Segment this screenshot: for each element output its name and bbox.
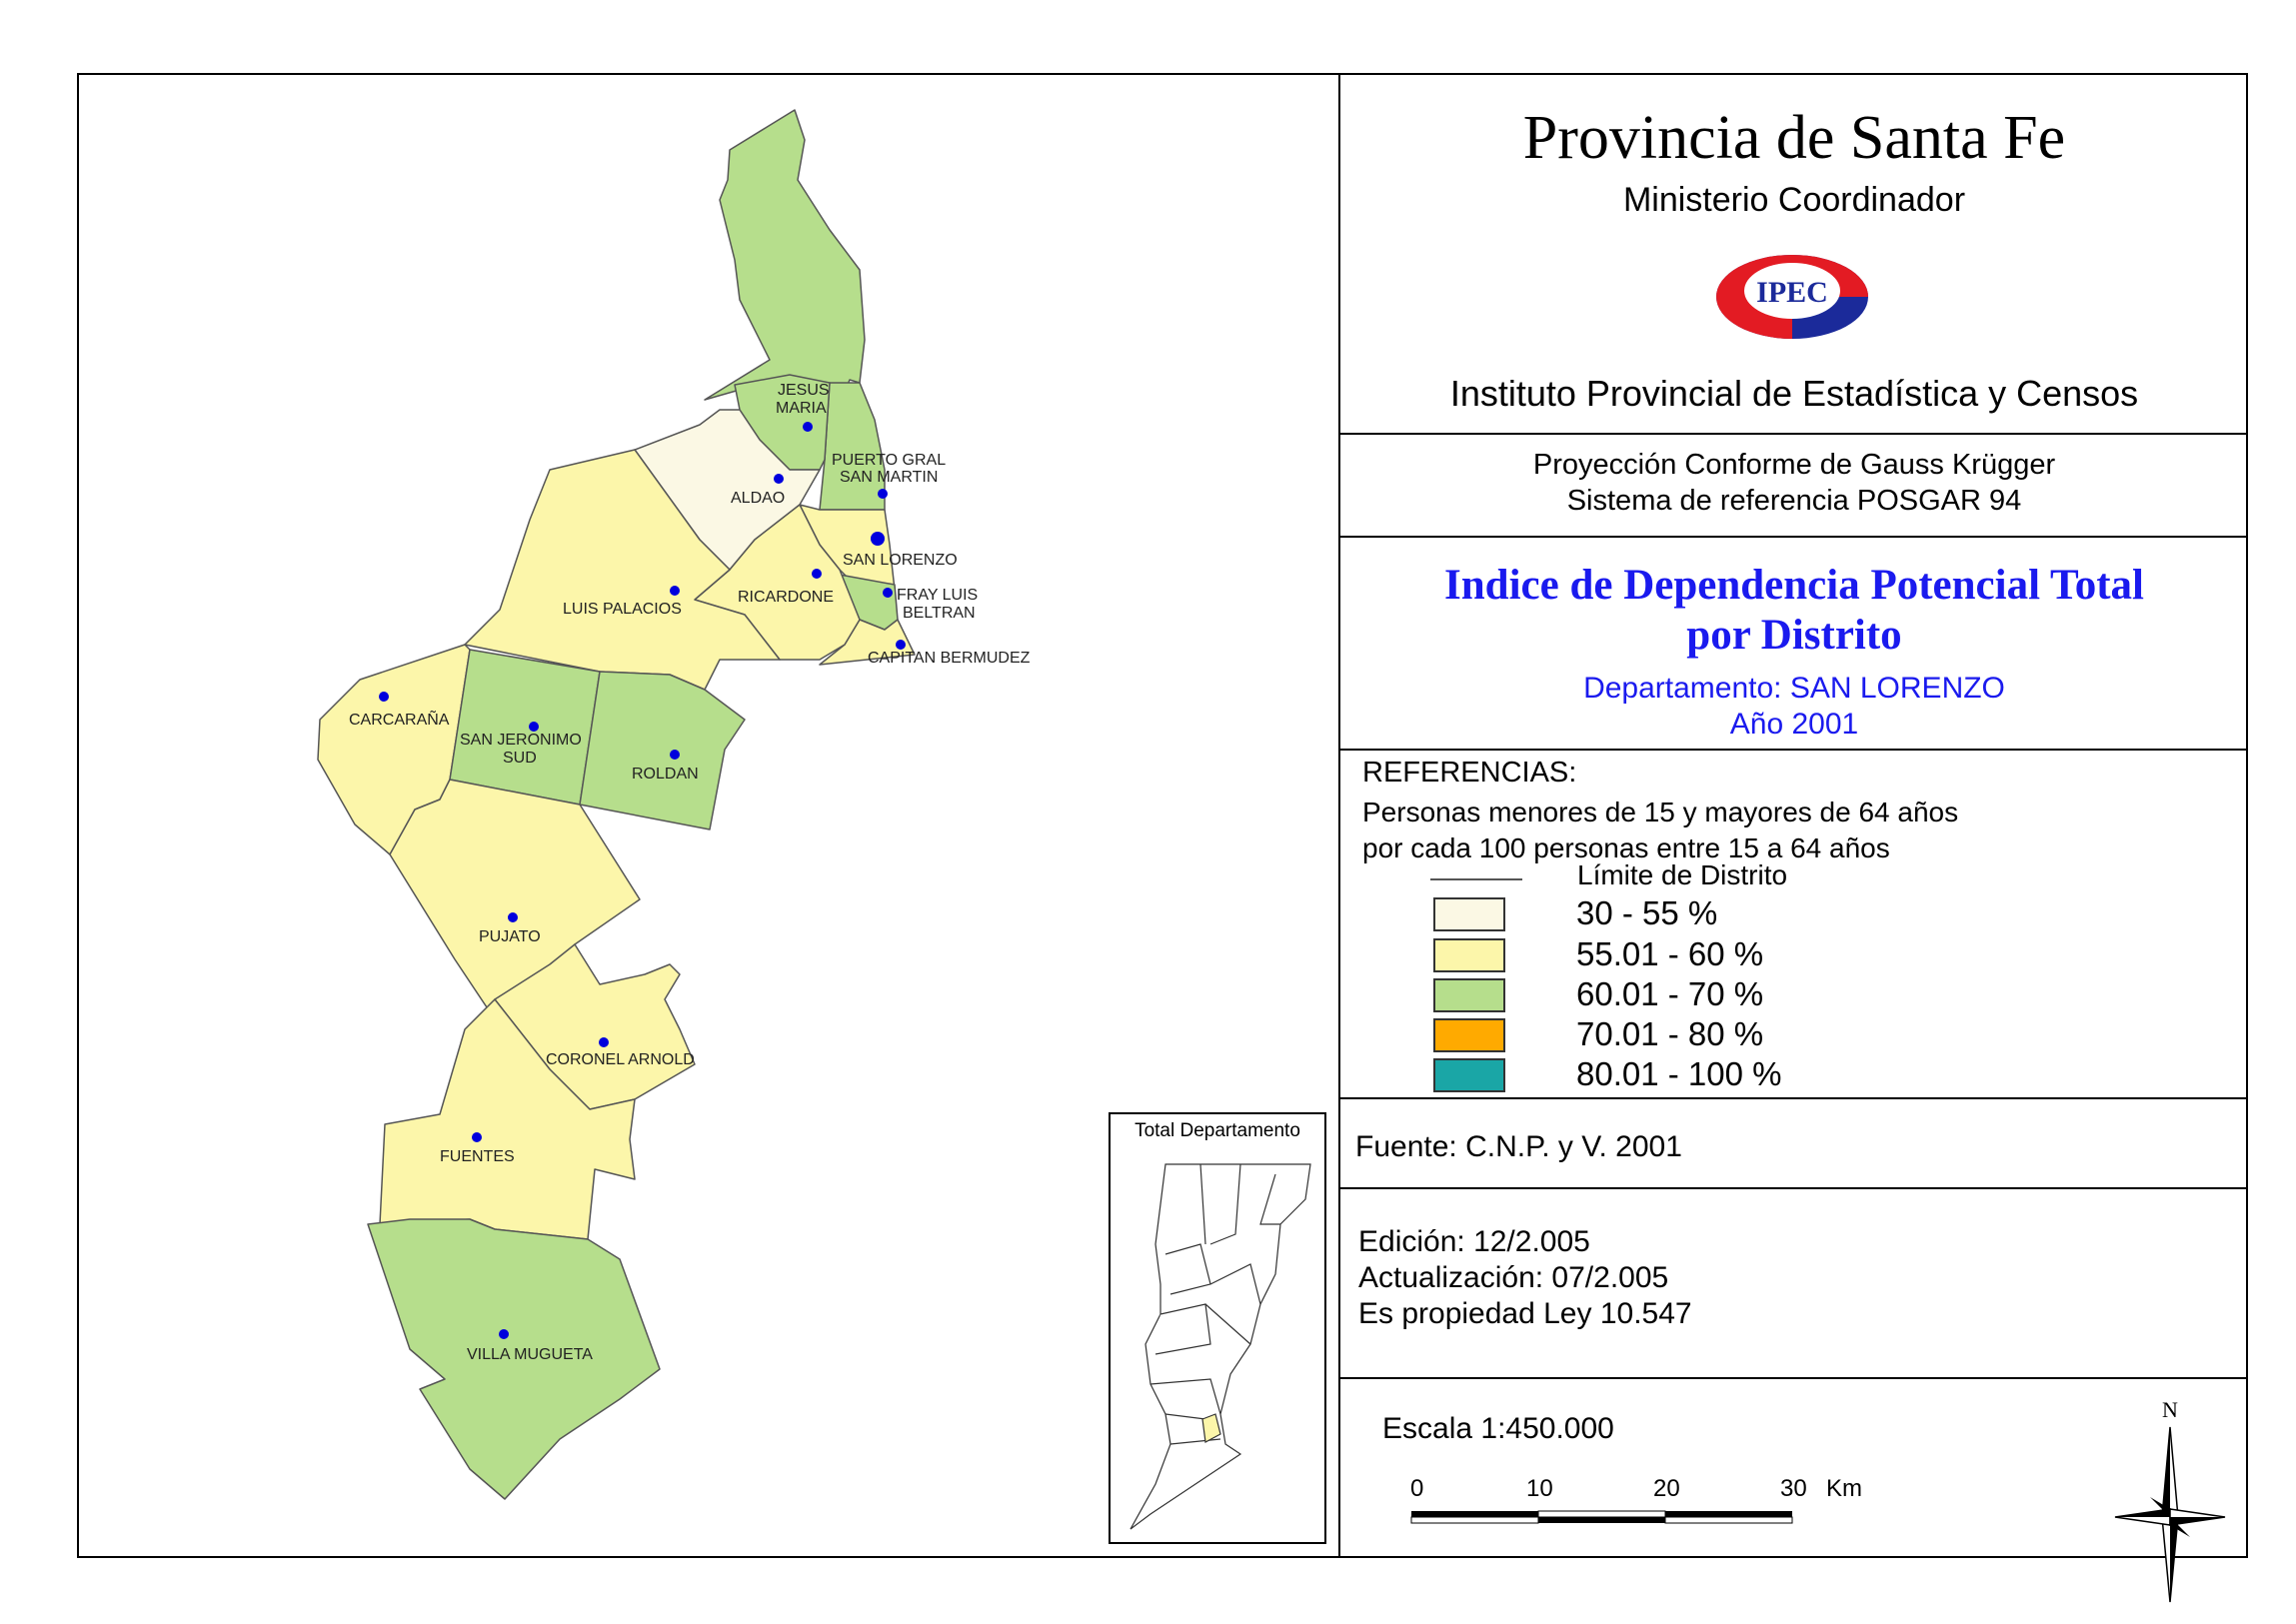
source-note: Fuente: C.N.P. y V. 2001 xyxy=(1355,1130,1682,1163)
edition-line3: Es propiedad Ley 10.547 xyxy=(1358,1297,1692,1330)
label-luis-palacios: LUIS PALACIOS xyxy=(563,601,682,618)
legend-swatch-1 xyxy=(1433,897,1505,931)
scale-tick-0: 0 xyxy=(1410,1475,1424,1502)
divider xyxy=(1340,433,2248,435)
ipec-logo: IPEC xyxy=(1716,255,1868,339)
district-pujato[interactable] xyxy=(389,779,641,1020)
seat-dot xyxy=(774,474,784,484)
map-title: Indice de Dependencia Potencial Total po… xyxy=(1340,561,2248,661)
scale-unit: Km xyxy=(1826,1475,1862,1502)
label-carcarana: CARCARAÑA xyxy=(349,709,450,729)
year-label: Año 2001 xyxy=(1729,708,1859,741)
seat-dot xyxy=(812,569,822,579)
seat-dot xyxy=(499,1329,509,1339)
province-inset-svg xyxy=(1130,1163,1311,1530)
north-label: N xyxy=(2162,1397,2178,1422)
seat-dot xyxy=(670,750,680,760)
legend-swatch-4 xyxy=(1433,1018,1505,1052)
seat-dot xyxy=(871,532,885,546)
inset-highlight xyxy=(1201,1413,1221,1443)
inset-title: Total Departamento xyxy=(1135,1120,1300,1141)
seat-dot xyxy=(883,588,893,598)
label-puerto-2: SAN MARTIN xyxy=(840,469,938,486)
divider xyxy=(1340,536,2248,538)
projection-line2: Sistema de referencia POSGAR 94 xyxy=(1566,485,2022,517)
seat-dot xyxy=(896,640,906,650)
label-san-jeronimo-2: SUD xyxy=(503,750,537,767)
label-fuentes: FUENTES xyxy=(440,1148,515,1165)
label-pujato: PUJATO xyxy=(479,928,541,945)
label-fray-1: FRAY LUIS xyxy=(897,587,978,604)
seat-dot xyxy=(508,912,518,922)
label-aldao: ALDAO xyxy=(731,490,785,507)
legend-desc-line1: Personas menores de 15 y mayores de 64 a… xyxy=(1362,797,1959,827)
scale-title: Escala 1:450.000 xyxy=(1382,1412,1614,1445)
scale-tick-20: 20 xyxy=(1653,1475,1680,1502)
legend-desc-line2: por cada 100 personas entre 15 a 64 años xyxy=(1362,832,1890,863)
seat-dot xyxy=(670,586,680,596)
district-puerto-gral-san-martin[interactable] xyxy=(819,382,886,511)
seat-dot xyxy=(529,722,539,732)
scale-tick-10: 10 xyxy=(1526,1475,1553,1502)
label-villa-mugueta: VILLA MUGUETA xyxy=(467,1346,593,1363)
district-fuentes[interactable] xyxy=(379,998,636,1240)
label-ricardone: RICARDONE xyxy=(738,589,834,606)
seat-dot xyxy=(803,422,813,432)
legend-label-4: 70.01 - 80 % xyxy=(1576,1015,1764,1052)
scale-bar xyxy=(1410,1510,1793,1524)
north-arrow-icon: N xyxy=(2114,1397,2226,1603)
legend-swatch-3 xyxy=(1433,978,1505,1012)
boundary-label: Límite de Distrito xyxy=(1577,859,1788,890)
edition-line2: Actualización: 07/2.005 xyxy=(1358,1261,1669,1294)
seat-dot xyxy=(379,692,389,702)
department-info: Departamento: SAN LORENZO Año 2001 xyxy=(1340,671,2248,743)
inset-map: Total Departamento xyxy=(1109,1112,1326,1544)
legend-heading: REFERENCIAS: xyxy=(1362,757,1577,789)
district-map: JESUS MARIA PUERTO GRAL SAN MARTIN ALDAO… xyxy=(317,109,1031,1500)
legend-label-2: 55.01 - 60 % xyxy=(1576,935,1764,972)
legend-label-3: 60.01 - 70 % xyxy=(1576,975,1764,1012)
info-panel: Provincia de Santa Fe Ministerio Coordin… xyxy=(1338,73,2248,1603)
map-frame xyxy=(77,73,2248,1558)
divider xyxy=(1340,1187,2248,1189)
map-title-line1: Indice de Dependencia Potencial Total xyxy=(1444,562,2144,609)
label-san-lorenzo: SAN LORENZO xyxy=(843,552,958,569)
district-san-jeronimo-sud[interactable] xyxy=(449,649,601,806)
projection-line1: Proyección Conforme de Gauss Krügger xyxy=(1532,449,2056,481)
label-fray-2: BELTRAN xyxy=(903,605,976,622)
edition-info: Edición: 12/2.005 Actualización: 07/2.00… xyxy=(1358,1224,1692,1332)
legend-description: Personas menores de 15 y mayores de 64 a… xyxy=(1362,795,1958,866)
label-jesus-maria-2: MARIA xyxy=(776,400,827,417)
district-villa-mugueta[interactable] xyxy=(367,1218,661,1500)
map-title-line2: por Distrito xyxy=(1686,612,1902,659)
edition-line1: Edición: 12/2.005 xyxy=(1358,1225,1590,1258)
divider xyxy=(1340,1097,2248,1099)
district-roldan[interactable] xyxy=(579,671,746,830)
label-roldan: ROLDAN xyxy=(632,766,699,783)
legend-label-5: 80.01 - 100 % xyxy=(1576,1055,1782,1092)
label-san-jeronimo-1: SAN JERONIMO xyxy=(460,732,582,749)
divider xyxy=(1340,1377,2248,1379)
scale-tick-30: 30 xyxy=(1780,1475,1807,1502)
seat-dot xyxy=(472,1132,482,1142)
page-title: Provincia de Santa Fe xyxy=(1522,104,2066,172)
label-puerto-1: PUERTO GRAL xyxy=(832,452,946,469)
projection-info: Proyección Conforme de Gauss Krügger Sis… xyxy=(1340,447,2248,519)
institute-name: Instituto Provincial de Estadística y Ce… xyxy=(1449,373,2139,414)
seat-dot xyxy=(878,489,888,499)
label-jesus-maria-1: JESUS xyxy=(778,382,830,399)
divider xyxy=(1340,749,2248,751)
legend-swatch-5 xyxy=(1433,1058,1505,1092)
boundary-line-symbol xyxy=(1430,878,1522,880)
seat-dot xyxy=(599,1037,609,1047)
department-name: Departamento: SAN LORENZO xyxy=(1583,672,2005,705)
legend-swatch-2 xyxy=(1433,938,1505,972)
label-capitan: CAPITAN BERMUDEZ xyxy=(868,650,1031,667)
ministry-subtitle: Ministerio Coordinador xyxy=(1622,181,1966,219)
district-luis-palacios[interactable] xyxy=(464,449,781,691)
label-coronel-arnold: CORONEL ARNOLD xyxy=(546,1051,695,1068)
logo-text: IPEC xyxy=(1756,276,1828,309)
legend-label-1: 30 - 55 % xyxy=(1576,894,1718,931)
